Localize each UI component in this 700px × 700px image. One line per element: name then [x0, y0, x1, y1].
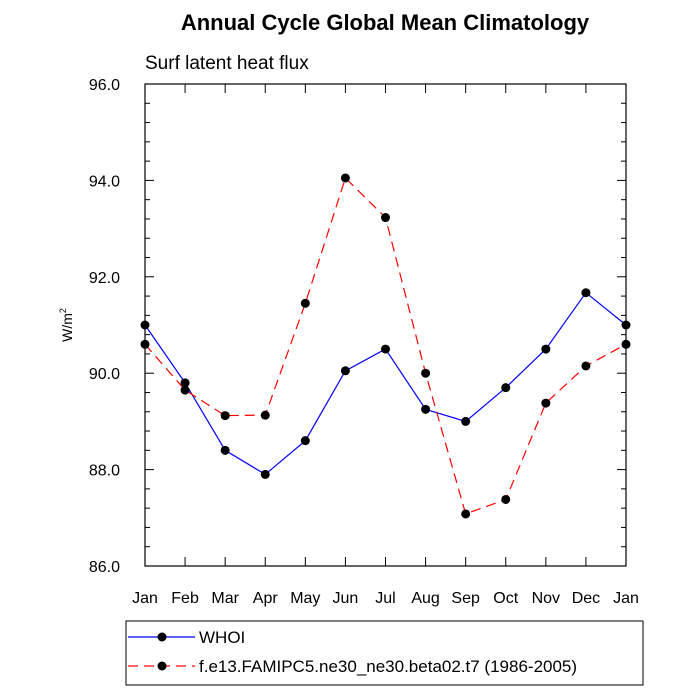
x-tick-label: Aug: [411, 590, 439, 607]
x-tick-label: Jan: [132, 590, 158, 607]
data-point-model: [541, 398, 551, 408]
data-point-model: [220, 411, 230, 421]
data-point-whoi: [541, 344, 551, 354]
chart-title: Annual Cycle Global Mean Climatology: [181, 10, 590, 35]
y-tick-label: 92.0: [89, 270, 120, 287]
data-point-whoi: [621, 320, 631, 330]
plot-area: Jan Feb Mar Apr May Jun Jul Aug Sep Oct Nov Dec Jan 8…: [89, 77, 639, 607]
x-tick-label: Oct: [493, 590, 518, 607]
data-point-model: [581, 361, 591, 371]
series-points: [140, 173, 631, 519]
legend-marker-whoi: [157, 632, 167, 642]
x-tick-label: Dec: [572, 590, 600, 607]
legend-box: [125, 620, 644, 686]
y-tick-label: 86.0: [89, 559, 120, 576]
data-point-whoi: [180, 378, 190, 388]
y-axis-label-superscript: 2: [58, 308, 68, 313]
legend-label-model: f.e13.FAMIPC5.ne30_ne30.beta02.t7 (1986-…: [199, 657, 577, 676]
x-tick-label: Jul: [375, 590, 395, 607]
y-tick-label: 88.0: [89, 463, 120, 480]
x-tick-label: Jun: [333, 590, 359, 607]
data-point-model: [340, 173, 350, 183]
y-axis-label-unit: W/m: [59, 313, 75, 342]
data-point-model: [180, 385, 190, 395]
axis-ticks: Jan Feb Mar Apr May Jun Jul Aug Sep Oct Nov Dec Jan 8…: [89, 77, 639, 607]
x-tick-label: Apr: [253, 590, 279, 607]
data-point-whoi: [461, 416, 471, 426]
chart-subtitle: Surf latent heat flux: [145, 53, 309, 74]
series-line-whoi: [144, 291, 627, 476]
data-point-whoi: [501, 383, 511, 393]
data-point-whoi: [300, 436, 310, 446]
data-point-model: [621, 339, 631, 349]
data-point-model: [421, 368, 431, 378]
y-tick-label: 94.0: [89, 173, 120, 190]
data-point-model: [461, 509, 471, 519]
legend-label-whoi: WHOI: [199, 628, 245, 647]
data-point-model: [501, 494, 511, 504]
x-tick-label: Jan: [613, 590, 639, 607]
data-point-whoi: [220, 445, 230, 455]
data-point-whoi: [381, 344, 390, 354]
x-tick-label: May: [290, 590, 320, 607]
data-point-whoi: [140, 320, 150, 330]
plot-frame: [144, 83, 627, 567]
data-point-whoi: [421, 404, 431, 414]
x-tick-label: Nov: [532, 590, 560, 607]
x-tick-label: Feb: [171, 590, 199, 607]
data-point-model: [381, 213, 390, 223]
x-tick-label: Mar: [211, 590, 239, 607]
y-tick-label: 96.0: [89, 77, 120, 94]
data-point-whoi: [260, 469, 270, 479]
legend-marker-model: [157, 661, 167, 671]
legend: WHOI f.e13.FAMIPC5.ne30_ne30.beta02.t7 (…: [125, 620, 644, 686]
y-axis-label: W/m2: [58, 308, 75, 342]
data-point-model: [260, 410, 270, 420]
data-point-model: [140, 339, 150, 349]
data-point-whoi: [581, 288, 591, 298]
x-tick-label: Sep: [451, 590, 480, 607]
y-tick-label: 90.0: [89, 366, 120, 383]
data-point-model: [300, 298, 310, 308]
data-point-whoi: [340, 366, 350, 376]
